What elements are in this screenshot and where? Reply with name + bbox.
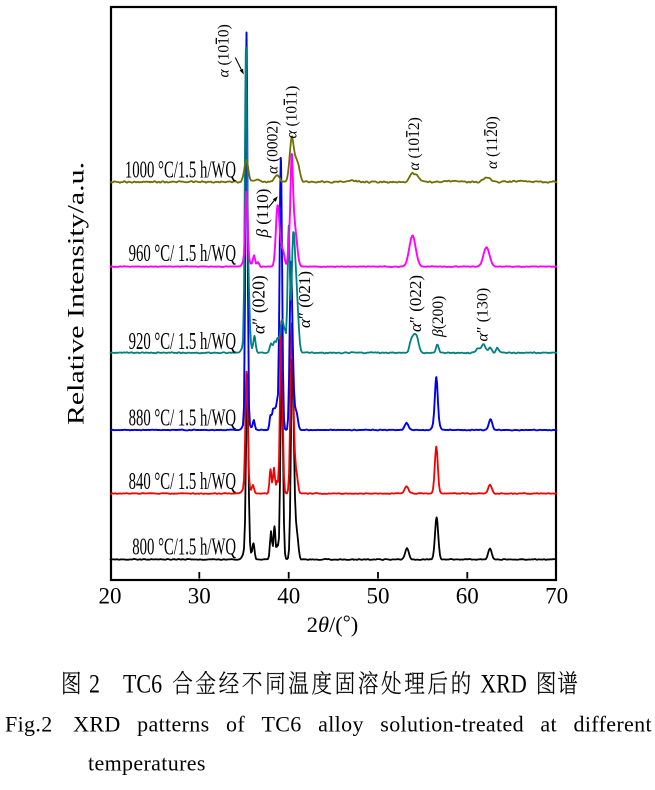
- svg-text:alloy: alloy: [318, 712, 364, 737]
- svg-text:α (1120): α (1120): [484, 116, 501, 169]
- svg-text:XRD: XRD: [73, 712, 121, 737]
- svg-text:880 °C/ 1.5 h/WQ: 880 °C/ 1.5 h/WQ: [129, 405, 236, 431]
- svg-text:β(200): β(200): [430, 296, 447, 338]
- svg-text:1000 °C/1.5 h/WQ: 1000 °C/1.5 h/WQ: [125, 157, 236, 183]
- svg-text:2: 2: [89, 670, 100, 699]
- svg-text:α (1011): α (1011): [284, 86, 301, 139]
- svg-text:840 °C/ 1.5 h/WQ: 840 °C/ 1.5 h/WQ: [129, 469, 236, 495]
- svg-text:α (1010): α (1010): [216, 24, 233, 77]
- svg-text:temperatures: temperatures: [88, 751, 206, 776]
- svg-text:Fig.2: Fig.2: [5, 712, 53, 737]
- svg-text:920 °C/ 1.5 h/WQ: 920 °C/ 1.5 h/WQ: [129, 329, 236, 355]
- svg-text:XRD: XRD: [480, 670, 526, 699]
- svg-text:20: 20: [99, 584, 122, 609]
- svg-text:40: 40: [277, 584, 300, 609]
- svg-text:50: 50: [367, 584, 390, 609]
- svg-text:patterns: patterns: [137, 712, 209, 737]
- svg-text:70: 70: [545, 584, 568, 609]
- svg-text:30: 30: [188, 584, 211, 609]
- svg-text:60: 60: [456, 584, 479, 609]
- svg-text:different: different: [574, 712, 653, 737]
- svg-text:α (0002): α (0002): [265, 121, 282, 174]
- svg-text:TC6: TC6: [262, 712, 302, 737]
- svg-text:α″ (022): α″ (022): [406, 275, 425, 332]
- svg-text:800 °C/1.5 h/WQ: 800 °C/1.5 h/WQ: [132, 534, 236, 560]
- svg-text:α (1012): α (1012): [406, 117, 423, 170]
- svg-text:960 °C/ 1.5 h/WQ: 960 °C/ 1.5 h/WQ: [129, 241, 236, 267]
- svg-text:α″ (020): α″ (020): [249, 275, 269, 334]
- svg-text:at: at: [540, 712, 557, 737]
- svg-text:solution-treated: solution-treated: [380, 712, 524, 737]
- svg-text:α″ (021): α″ (021): [295, 271, 314, 328]
- svg-text:TC6: TC6: [123, 670, 162, 699]
- svg-text:β (110): β (110): [253, 189, 272, 239]
- svg-text:α″ (130): α″ (130): [475, 288, 492, 342]
- svg-text:Relative Intensity/a.u.: Relative Intensity/a.u.: [63, 162, 89, 425]
- svg-text:of: of: [226, 712, 245, 737]
- svg-text:2θ/(°): 2θ/(°): [307, 612, 359, 637]
